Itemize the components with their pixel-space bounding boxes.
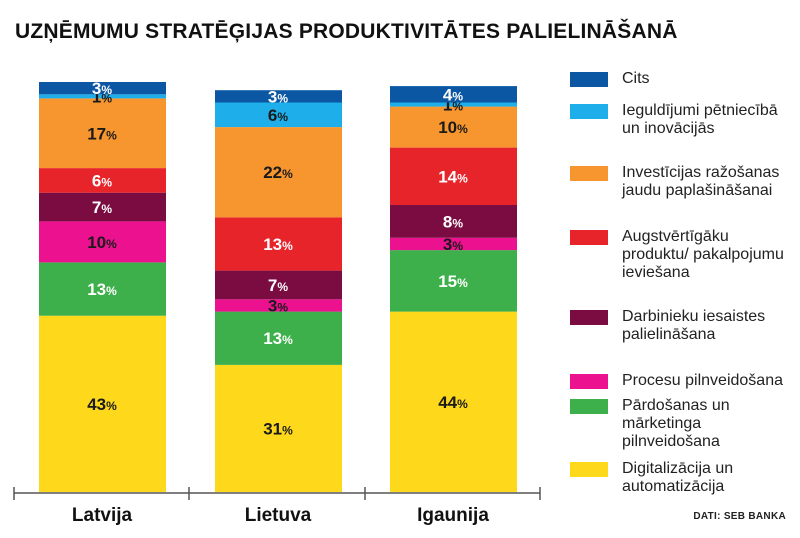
value-label-latvija-7: 3% — [92, 79, 112, 98]
value-label-latvija-0: 43% — [87, 395, 117, 414]
legend-swatch — [570, 72, 608, 87]
bar-segment-lietuva-2 — [215, 299, 342, 312]
value-label-lietuva-7: 3% — [268, 87, 288, 106]
legend-swatch — [570, 230, 608, 245]
bar-segment-igaunija-3 — [390, 205, 517, 238]
value-label-lietuva-5: 22% — [263, 163, 293, 182]
legend-label: Digitalizācija un automatizācija — [622, 460, 734, 495]
value-label-lietuva-6: 6% — [268, 106, 288, 125]
bar-segment-igaunija-2 — [390, 237, 517, 251]
value-label-igaunija-3: 8% — [443, 212, 463, 231]
bar-segment-igaunija-5 — [390, 106, 517, 148]
value-label-latvija-4: 6% — [92, 171, 112, 190]
legend-swatch — [570, 462, 608, 477]
value-label-lietuva-0: 31% — [263, 419, 293, 438]
chart-title: UZŅĒMUMU STRATĒĢIJAS PRODUKTIVITĀTES PAL… — [15, 20, 678, 43]
value-label-igaunija-6: 1% — [443, 96, 463, 115]
legend-label: Investīcijas ražošanas jaudu paplašināša… — [622, 164, 780, 199]
legend-label: Ieguldījumi pētniecībā un inovācijās — [622, 102, 778, 137]
value-label-igaunija-0: 44% — [438, 393, 468, 412]
value-label-igaunija-4: 14% — [438, 167, 468, 186]
bar-segment-lietuva-4 — [215, 217, 342, 271]
bar-segment-lietuva-0 — [215, 364, 342, 492]
bar-segment-latvija-2 — [39, 221, 166, 263]
value-label-lietuva-2: 3% — [268, 296, 288, 315]
legend-swatch — [570, 104, 608, 119]
bar-segment-lietuva-7 — [215, 90, 342, 103]
source-note: DATI: SEB BANKA — [693, 511, 786, 522]
value-label-igaunija-1: 15% — [438, 272, 468, 291]
legend-label: Procesu pilnveidošana — [622, 372, 783, 389]
bar-segment-latvija-6 — [39, 94, 166, 99]
legend-swatch — [570, 399, 608, 414]
bar-segment-latvija-3 — [39, 192, 166, 222]
value-label-igaunija-2: 3% — [443, 235, 463, 254]
value-label-latvija-5: 17% — [87, 124, 117, 143]
value-label-igaunija-5: 10% — [438, 118, 468, 137]
value-label-latvija-3: 7% — [92, 198, 112, 217]
legend-swatch — [570, 166, 608, 181]
legend-label: Augstvērtīgāku produktu/ pakalpojumu iev… — [622, 228, 784, 281]
value-label-lietuva-4: 13% — [263, 235, 293, 254]
value-label-latvija-1: 13% — [87, 280, 117, 299]
value-label-lietuva-1: 13% — [263, 329, 293, 348]
stacked-bar-chart: 43%13%10%7%6%17%1%3%Latvija31%13%3%7%13%… — [13, 79, 541, 526]
bar-segment-lietuva-6 — [215, 102, 342, 128]
bar-segment-latvija-4 — [39, 168, 166, 193]
value-label-igaunija-7: 4% — [443, 85, 463, 104]
legend-label: Darbinieku iesaistes palielināšana — [622, 308, 766, 343]
legend-label: Cits — [622, 70, 650, 87]
bar-segment-latvija-7 — [39, 82, 166, 95]
legend-swatch — [570, 374, 608, 389]
bar-segment-lietuva-5 — [215, 127, 342, 218]
value-label-latvija-6: 1% — [92, 87, 112, 106]
legend-swatch — [570, 310, 608, 325]
bar-segment-latvija-1 — [39, 262, 166, 316]
bar-segment-igaunija-0 — [390, 311, 517, 492]
bar-segment-igaunija-7 — [390, 86, 517, 103]
category-label-lietuva: Lietuva — [245, 505, 312, 526]
bar-segment-lietuva-3 — [215, 270, 342, 300]
bar-segment-latvija-0 — [39, 315, 166, 492]
bar-segment-igaunija-6 — [390, 102, 517, 107]
bar-segment-igaunija-1 — [390, 250, 517, 312]
bar-segment-lietuva-1 — [215, 311, 342, 365]
bar-segment-igaunija-4 — [390, 147, 517, 205]
value-label-latvija-2: 10% — [87, 233, 117, 252]
value-label-lietuva-3: 7% — [268, 276, 288, 295]
category-label-igaunija: Igaunija — [417, 505, 489, 526]
legend-label: Pārdošanas un mārketinga pilnveidošana — [622, 397, 730, 450]
category-label-latvija: Latvija — [72, 505, 133, 526]
bar-segment-latvija-5 — [39, 98, 166, 169]
